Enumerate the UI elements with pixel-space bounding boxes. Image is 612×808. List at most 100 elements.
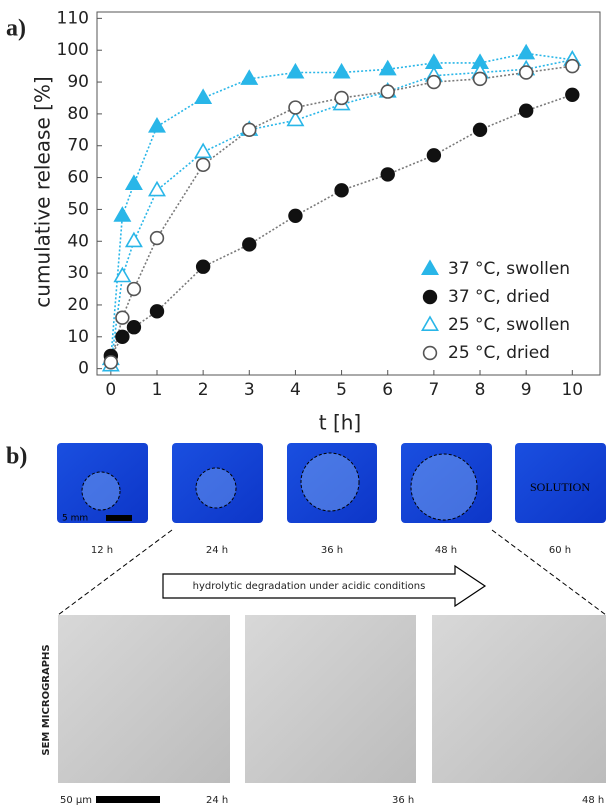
legend-marker [421,315,439,331]
marker [126,281,142,297]
photo [515,443,606,523]
legend-label: 25 °C, dried [448,343,550,363]
legend-label: 37 °C, swollen [448,259,570,279]
marker [334,90,349,106]
x-tick-label: 4 [290,380,301,400]
y-tick-label: 80 [67,104,89,124]
panel-label: b) [6,444,27,470]
y-tick-label: 70 [67,136,89,156]
marker [286,62,305,79]
marker [378,59,397,76]
marker [103,355,119,370]
x-tick-label: 10 [561,380,583,400]
marker [332,62,351,79]
x-tick-label: 8 [475,380,486,400]
panel-label: a) [6,16,26,42]
marker [242,122,257,138]
marker [194,88,213,104]
marker [124,231,143,248]
x-tick-label: 9 [521,380,532,400]
x-tick-label: 0 [105,380,116,400]
scale-bar [106,515,132,521]
legend-label: 37 °C, dried [448,287,550,307]
marker [286,110,305,127]
legend-marker [422,289,438,305]
gel-outline [300,452,360,512]
marker [517,43,536,60]
photo-time: 60 h [549,545,571,556]
marker [126,320,142,335]
marker [426,74,442,90]
x-tick-label: 2 [198,380,209,400]
marker [194,142,213,159]
marker [518,103,534,118]
marker [148,117,166,133]
marker [288,208,303,223]
marker [565,87,580,102]
x-tick-label: 3 [244,380,255,400]
x-tick-label: 7 [428,380,439,400]
y-tick-label: 30 [67,263,89,283]
sem-image [245,615,416,783]
marker [565,58,580,74]
sem-image [432,615,606,783]
marker [472,122,488,138]
marker [148,180,166,197]
y-tick-label: 40 [67,231,89,251]
gel-outline [81,471,121,511]
arrow-label: hydrolytic degradation under acidic cond… [193,581,426,592]
marker [472,71,488,87]
solution-label: SOLUTION [530,480,590,494]
photos: 5 mm SOLUTION [57,443,606,524]
y-tick-label: 60 [67,168,89,188]
x-axis-label: t [h] [319,411,361,435]
connector [491,529,607,616]
marker [334,183,349,198]
photo-time: 48 h [435,545,457,556]
y-tick-label: 0 [78,359,89,379]
scale-bar [96,796,160,803]
legend-marker [421,259,439,275]
marker [242,237,257,252]
photo-time: 24 h [206,545,228,556]
plot-frame [96,11,601,376]
y-axis-label: cumulative release [%] [31,76,55,307]
sem-time: 48 h [582,795,604,806]
x-tick-label: 1 [152,380,163,400]
marker [518,65,534,80]
marker [113,266,132,283]
connector [57,529,173,616]
marker [426,148,442,163]
marker [124,174,143,190]
marker [240,69,259,85]
y-tick-label: 90 [67,72,89,92]
marker [115,329,130,344]
sem-images [58,615,606,783]
sem-title: SEM MICROGRAPHS [41,644,52,755]
y-tick-label: 110 [57,8,89,28]
marker [113,206,132,222]
photo-time: 36 h [321,545,343,556]
y-tick-label: 10 [67,327,89,347]
y-tick-label: 50 [67,199,89,219]
marker [115,310,130,325]
marker [288,100,303,115]
photo-time: 12 h [91,545,113,556]
legend-marker [422,345,438,361]
marker [195,259,211,274]
arrow [162,564,487,608]
marker [380,167,395,182]
marker [149,304,165,319]
sem-scale-label: 50 µm [60,795,92,806]
sem-image [58,615,230,783]
y-tick-label: 100 [57,40,89,60]
x-tick-label: 6 [382,380,393,400]
y-tick-label: 20 [67,295,89,315]
legend-label: 25 °C, swollen [448,315,570,335]
gel-outline [410,453,478,521]
scale-label: 5 mm [62,514,88,524]
sem-time: 24 h [206,795,228,806]
gel-outline [195,467,237,509]
